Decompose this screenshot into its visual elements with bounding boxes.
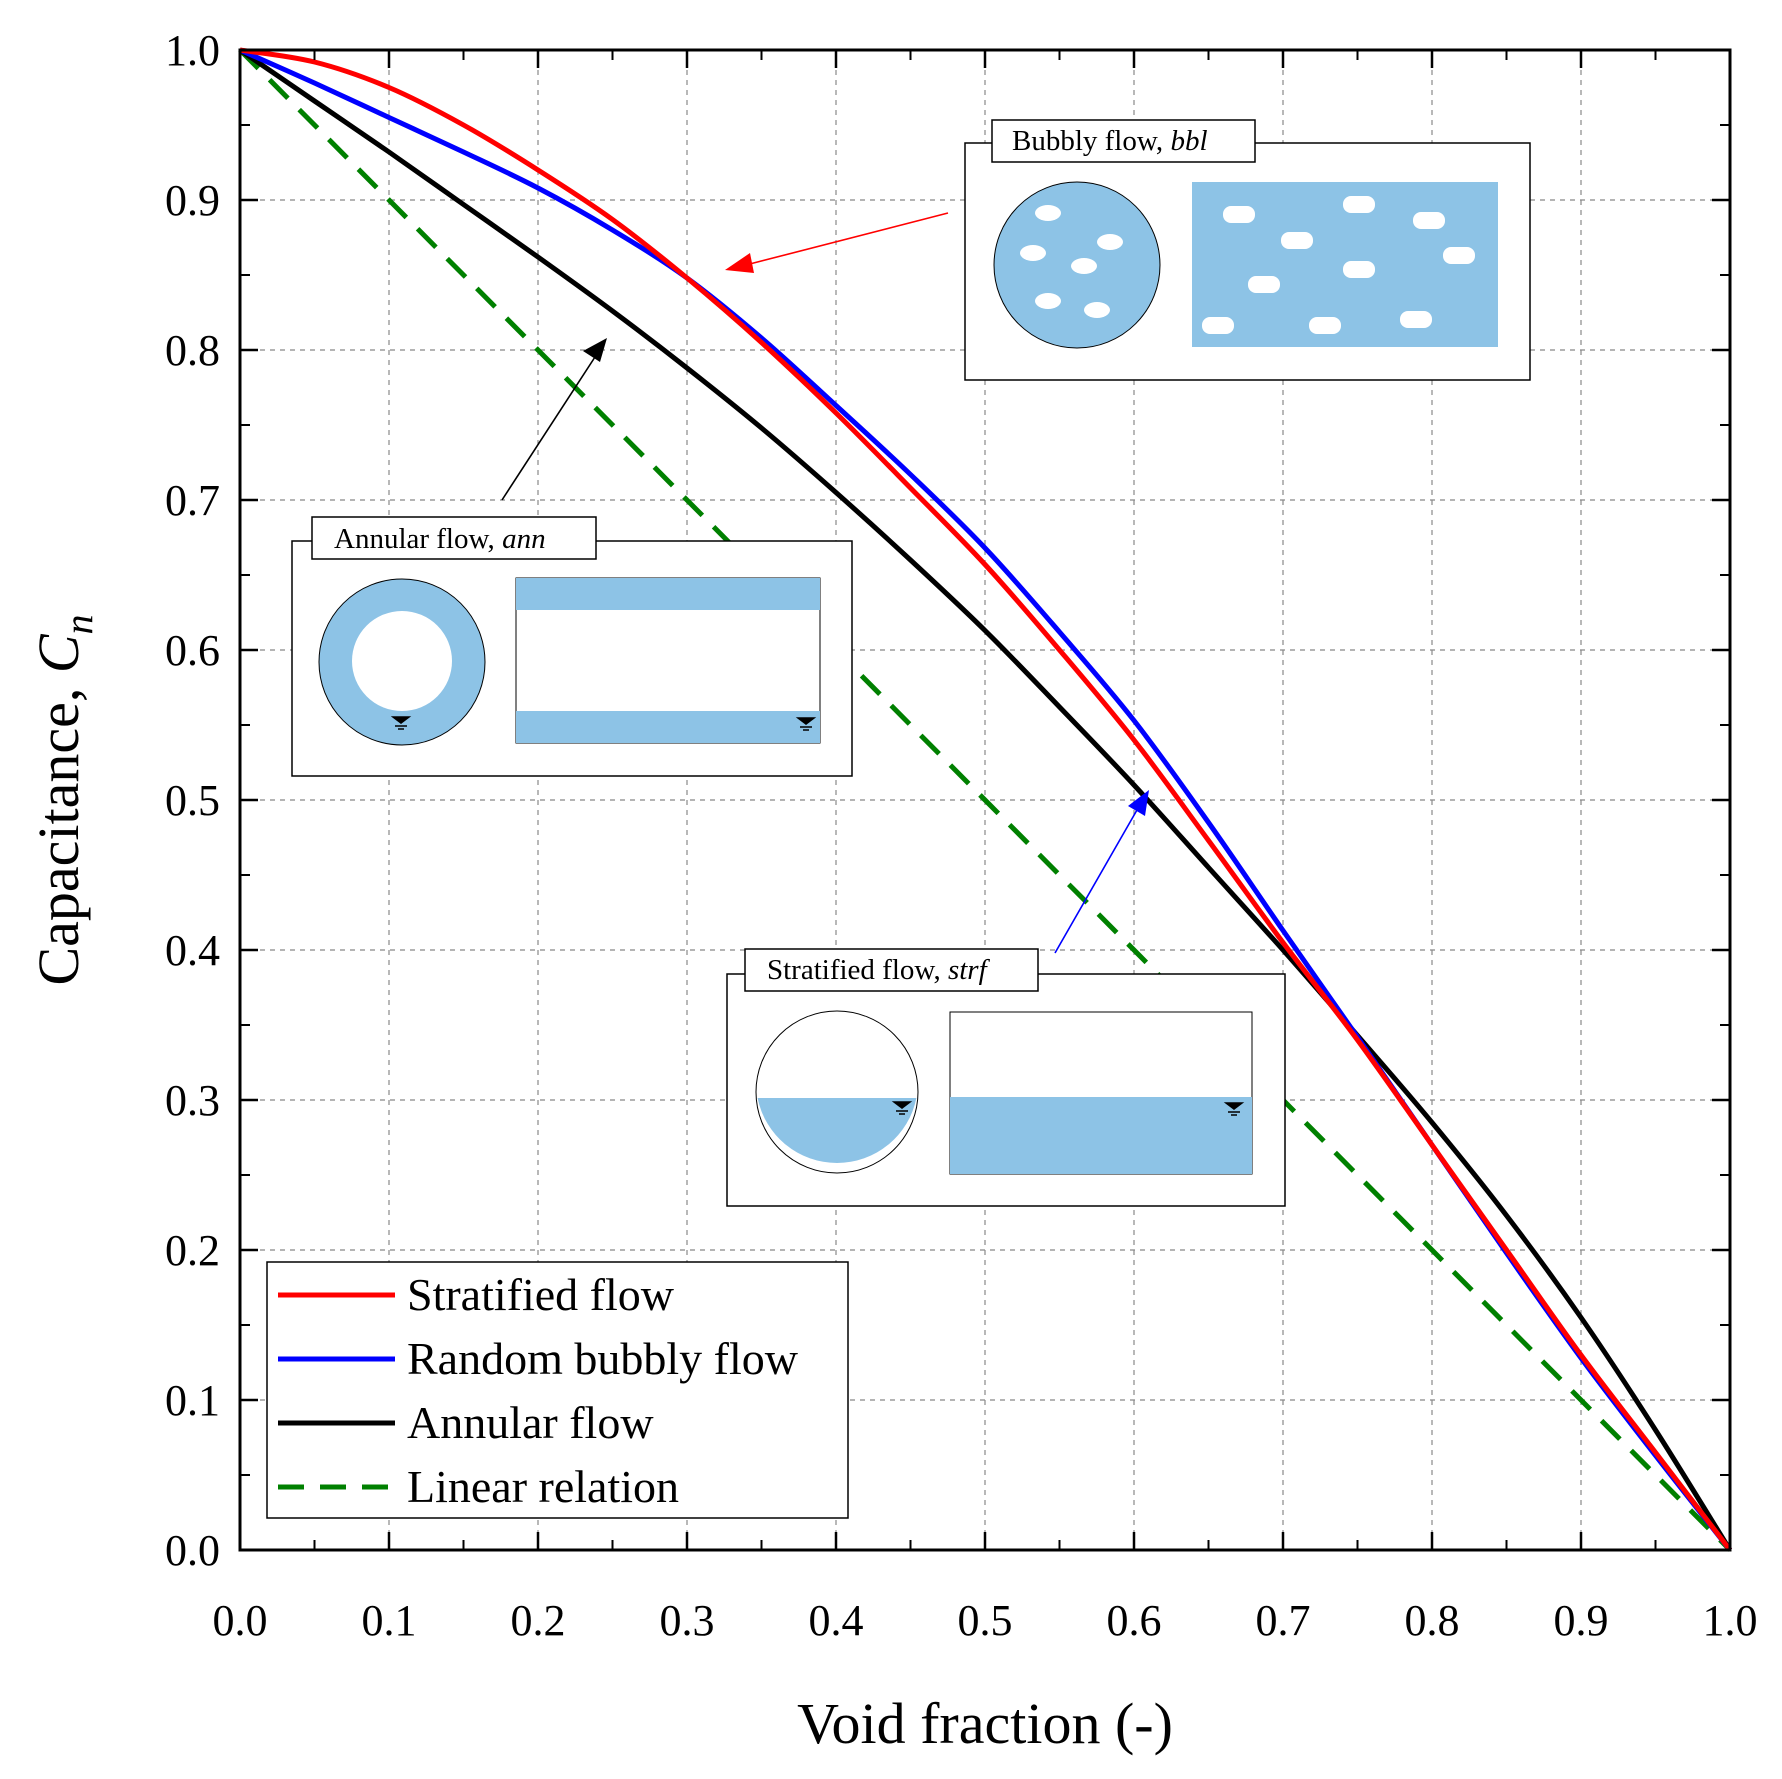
annular-arrow bbox=[501, 356, 596, 501]
y-tick-label: 0.5 bbox=[165, 776, 220, 825]
stratified-inset: Stratified flow, strf bbox=[726, 948, 1286, 1207]
bubble bbox=[1035, 205, 1061, 221]
bubbly-arrow bbox=[741, 212, 949, 267]
series-linear-relation bbox=[238, 48, 1732, 1552]
y-tick-label: 0.1 bbox=[165, 1376, 220, 1425]
y-tick-label: 0.8 bbox=[165, 326, 220, 375]
bubble bbox=[1202, 317, 1234, 334]
stratified-channel-liquid bbox=[950, 1097, 1252, 1174]
stratified-pipe-liquid bbox=[757, 1098, 917, 1163]
series-stratified-flow bbox=[239, 47, 1732, 1552]
legend-box bbox=[266, 1261, 849, 1519]
annular-inset-title-box bbox=[311, 516, 597, 560]
bubbly-arrowhead bbox=[725, 253, 754, 273]
annular-channel-bottom-film bbox=[516, 711, 820, 743]
annular-title-text: Annular flow, bbox=[334, 523, 502, 555]
bubbly-channel-bubbles bbox=[1202, 196, 1475, 334]
bubble bbox=[1071, 258, 1097, 274]
legend-label: Linear relation bbox=[407, 1461, 679, 1512]
annular-title-italic: ann bbox=[502, 523, 546, 555]
series-annular-flow bbox=[238, 47, 1733, 1552]
annular-inset: Annular flow, ann bbox=[291, 516, 853, 777]
x-tick-label: 0.6 bbox=[1107, 1596, 1162, 1645]
y-tick-label: 0.6 bbox=[165, 626, 220, 675]
stratified-arrow bbox=[1054, 809, 1138, 954]
x-axis-label: Void fraction (-) bbox=[797, 1691, 1173, 1756]
y-tick-label: 0.4 bbox=[165, 926, 220, 975]
y-axis-label-subscript: n bbox=[56, 614, 101, 634]
water-level-icon bbox=[390, 716, 412, 730]
bubble bbox=[1443, 247, 1475, 264]
x-tick-label: 1.0 bbox=[1703, 1596, 1758, 1645]
annular-arrowhead bbox=[583, 338, 607, 362]
y-axis-label: Capacitance, Cn bbox=[26, 614, 101, 985]
bubble bbox=[1223, 206, 1255, 223]
x-tick-label: 0.8 bbox=[1405, 1596, 1460, 1645]
x-tick-label: 0.0 bbox=[213, 1596, 268, 1645]
bubbly-inset-title-box bbox=[991, 119, 1256, 163]
bubbly-pipe-bubbles bbox=[1020, 205, 1123, 318]
bubble bbox=[1400, 311, 1432, 328]
bubble bbox=[1097, 234, 1123, 250]
series-layer bbox=[238, 47, 1733, 1552]
y-tick-label: 0.9 bbox=[165, 176, 220, 225]
legend-label: Annular flow bbox=[407, 1397, 654, 1448]
bubble bbox=[1309, 317, 1341, 334]
annular-gas-core bbox=[352, 611, 452, 711]
stratified-arrowhead bbox=[1128, 790, 1149, 816]
y-tick-label: 1.0 bbox=[165, 26, 220, 75]
bubble bbox=[1020, 245, 1046, 261]
bubble bbox=[1413, 212, 1445, 229]
y-tick-label: 0.7 bbox=[165, 476, 220, 525]
annotation-arrows bbox=[501, 212, 1149, 954]
stratified-inset-title: Stratified flow, strf bbox=[767, 954, 991, 986]
bubble bbox=[1084, 302, 1110, 318]
water-level-icon bbox=[891, 1101, 913, 1115]
bubble bbox=[1281, 232, 1313, 249]
stratified-title-italic: strf bbox=[948, 954, 991, 986]
x-tick-label: 0.9 bbox=[1554, 1596, 1609, 1645]
stratified-inset-title-box bbox=[744, 948, 1039, 992]
x-tick-label: 0.4 bbox=[809, 1596, 864, 1645]
x-tick-label: 0.5 bbox=[958, 1596, 1013, 1645]
bubbly-inset-title: Bubbly flow, bbl bbox=[1012, 125, 1208, 157]
bubble bbox=[1248, 276, 1280, 293]
legend-label: Stratified flow bbox=[407, 1269, 675, 1320]
x-tick-label: 0.7 bbox=[1256, 1596, 1311, 1645]
x-tick-label: 0.3 bbox=[660, 1596, 715, 1645]
bubbly-inset: Bubbly flow, bbl bbox=[964, 119, 1531, 381]
x-tick-label: 0.1 bbox=[362, 1596, 417, 1645]
bubble bbox=[1343, 261, 1375, 278]
y-tick-label: 0.2 bbox=[165, 1226, 220, 1275]
y-axis-label-text: Capacitance, bbox=[26, 673, 91, 985]
water-level-icon bbox=[1223, 1102, 1245, 1116]
x-tick-label: 0.2 bbox=[511, 1596, 566, 1645]
bubble bbox=[1343, 196, 1375, 213]
legend-label: Random bubbly flow bbox=[407, 1333, 799, 1384]
y-axis-label-symbol: C bbox=[26, 633, 91, 673]
annular-inset-title: Annular flow, ann bbox=[334, 523, 546, 555]
legend: Stratified flow Random bubbly flow Annular… bbox=[266, 1261, 849, 1519]
bubbly-title-text: Bubbly flow, bbox=[1012, 125, 1170, 157]
y-tick-label: 0.3 bbox=[165, 1076, 220, 1125]
water-level-icon bbox=[795, 717, 817, 731]
stratified-title-text: Stratified flow, bbox=[767, 954, 948, 986]
legend-items: Stratified flow Random bubbly flow Annular… bbox=[278, 1269, 799, 1512]
annular-channel-top-film bbox=[516, 578, 820, 610]
y-tick-label: 0.0 bbox=[165, 1526, 220, 1575]
axis-ticks bbox=[238, 48, 1732, 1552]
bubble bbox=[1035, 293, 1061, 309]
bubbly-title-italic: bbl bbox=[1170, 125, 1207, 157]
tick-labels: 0.0 0.1 0.2 0.3 0.4 0.5 0.6 0.7 0.8 0.9 1.0 0.0 0.1 0… bbox=[165, 26, 1758, 1645]
